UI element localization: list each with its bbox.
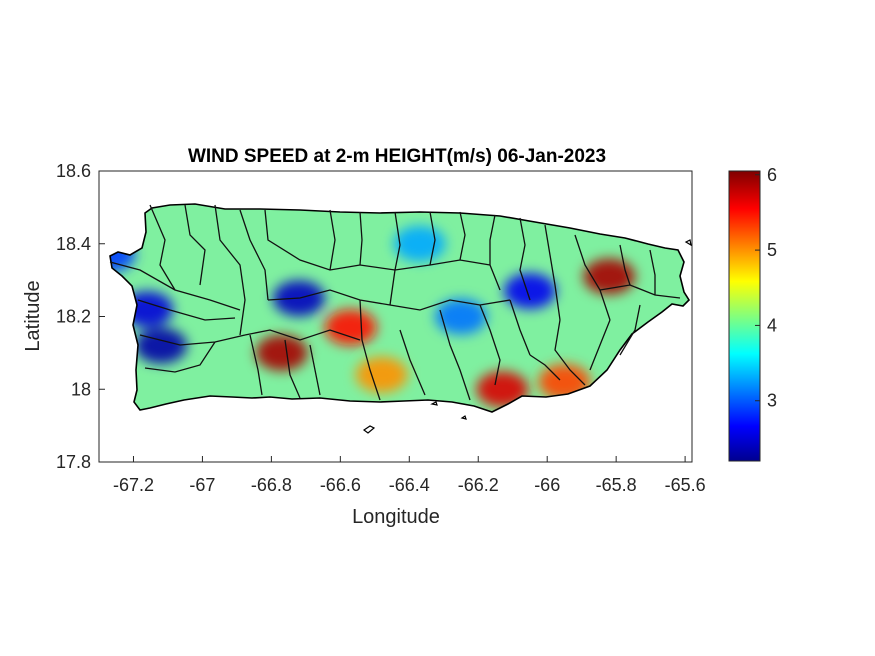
x-tick-label: -66.4 xyxy=(389,475,430,495)
boundary-line xyxy=(267,289,391,306)
x-tick-label: -66 xyxy=(534,475,560,495)
x-tick-label: -65.6 xyxy=(665,475,706,495)
boundary-line xyxy=(249,334,263,396)
x-axis-ticks: -67.2 -67 -66.8 -66.6 -66.4 -66.2 -66 -65.8 -65.… xyxy=(113,456,706,495)
y-tick-label: 18 xyxy=(71,379,91,399)
boundary-line xyxy=(619,244,631,286)
wind-hotspot xyxy=(255,334,308,371)
boundary-line xyxy=(529,354,561,381)
boundary-line xyxy=(554,319,586,386)
x-tick-label: -67.2 xyxy=(113,475,154,495)
boundary-line xyxy=(239,209,269,301)
x-tick-label: -67 xyxy=(189,475,215,495)
boundary-line xyxy=(139,334,246,346)
colorbar: 3 4 5 6 xyxy=(728,165,777,462)
x-tick-label: -66.2 xyxy=(458,475,499,495)
colorbar-tick-label: 3 xyxy=(767,391,777,411)
boundary-line xyxy=(389,299,511,311)
wind-hotspot xyxy=(135,327,188,364)
wind-hotspot xyxy=(583,258,636,295)
y-axis-label: Latitude xyxy=(22,280,44,351)
boundary-line xyxy=(264,209,361,271)
boundary-line xyxy=(359,299,381,401)
boundary-line xyxy=(479,304,501,386)
small-cay xyxy=(460,415,467,420)
small-cay xyxy=(430,401,438,406)
wind-hotspot xyxy=(476,371,529,408)
boundary-line xyxy=(439,309,471,401)
boundary-line xyxy=(144,341,216,373)
small-cay xyxy=(684,239,692,247)
boundary-line xyxy=(429,211,436,266)
x-axis-label: Longitude xyxy=(352,506,440,528)
boundary-line xyxy=(184,204,206,286)
wind-hotspot xyxy=(393,225,446,262)
colorbar-gradient xyxy=(728,170,761,462)
boundary-line xyxy=(589,319,611,371)
boundary-line xyxy=(309,344,321,396)
boundary-line xyxy=(544,224,561,321)
wind-hotspot xyxy=(324,309,377,346)
boundary-line xyxy=(109,261,241,311)
boundary-line xyxy=(509,299,531,356)
boundary-line xyxy=(489,214,501,291)
boundary-line xyxy=(244,329,361,341)
y-tick-label: 18.4 xyxy=(56,234,91,254)
chart-title: WIND SPEED at 2-m HEIGHT(m/s) 06-Jan-202… xyxy=(188,146,606,167)
island-coastline xyxy=(109,203,691,413)
boundary-line xyxy=(149,204,176,291)
colorbar-tick-label: 4 xyxy=(767,315,777,335)
offshore-cays xyxy=(362,239,692,434)
boundary-line xyxy=(459,211,466,261)
boundary-line xyxy=(619,304,641,356)
boundary-line xyxy=(389,211,401,306)
boundary-line xyxy=(359,211,363,266)
x-tick-label: -66.6 xyxy=(320,475,361,495)
municipal-boundaries xyxy=(109,204,681,401)
boundary-line xyxy=(399,329,426,396)
boundary-line xyxy=(574,234,611,321)
wind-hotspot xyxy=(503,273,556,310)
y-tick-label: 18.2 xyxy=(56,307,91,327)
y-tick-label: 18.6 xyxy=(56,161,91,181)
boundary-line xyxy=(599,284,681,299)
caja-de-muertos-island xyxy=(362,425,376,434)
wind-hotspot xyxy=(435,298,488,335)
boundary-line xyxy=(519,217,531,301)
boundary-line xyxy=(649,249,656,295)
y-tick-label: 17.8 xyxy=(56,452,91,472)
y-axis-ticks: 18.6 18.4 18.2 18 17.8 xyxy=(56,161,105,472)
colorbar-tick-label: 5 xyxy=(767,240,777,260)
wind-hotspot xyxy=(355,356,408,393)
colorbar-tick-label: 6 xyxy=(767,165,777,185)
boundary-line xyxy=(284,339,301,399)
x-tick-label: -66.8 xyxy=(251,475,292,495)
x-tick-label: -65.8 xyxy=(596,475,637,495)
boundary-line xyxy=(137,299,236,321)
colorbar-ticks: 3 4 5 6 xyxy=(755,165,777,411)
boundary-line xyxy=(214,204,246,336)
boundary-line xyxy=(329,209,336,271)
